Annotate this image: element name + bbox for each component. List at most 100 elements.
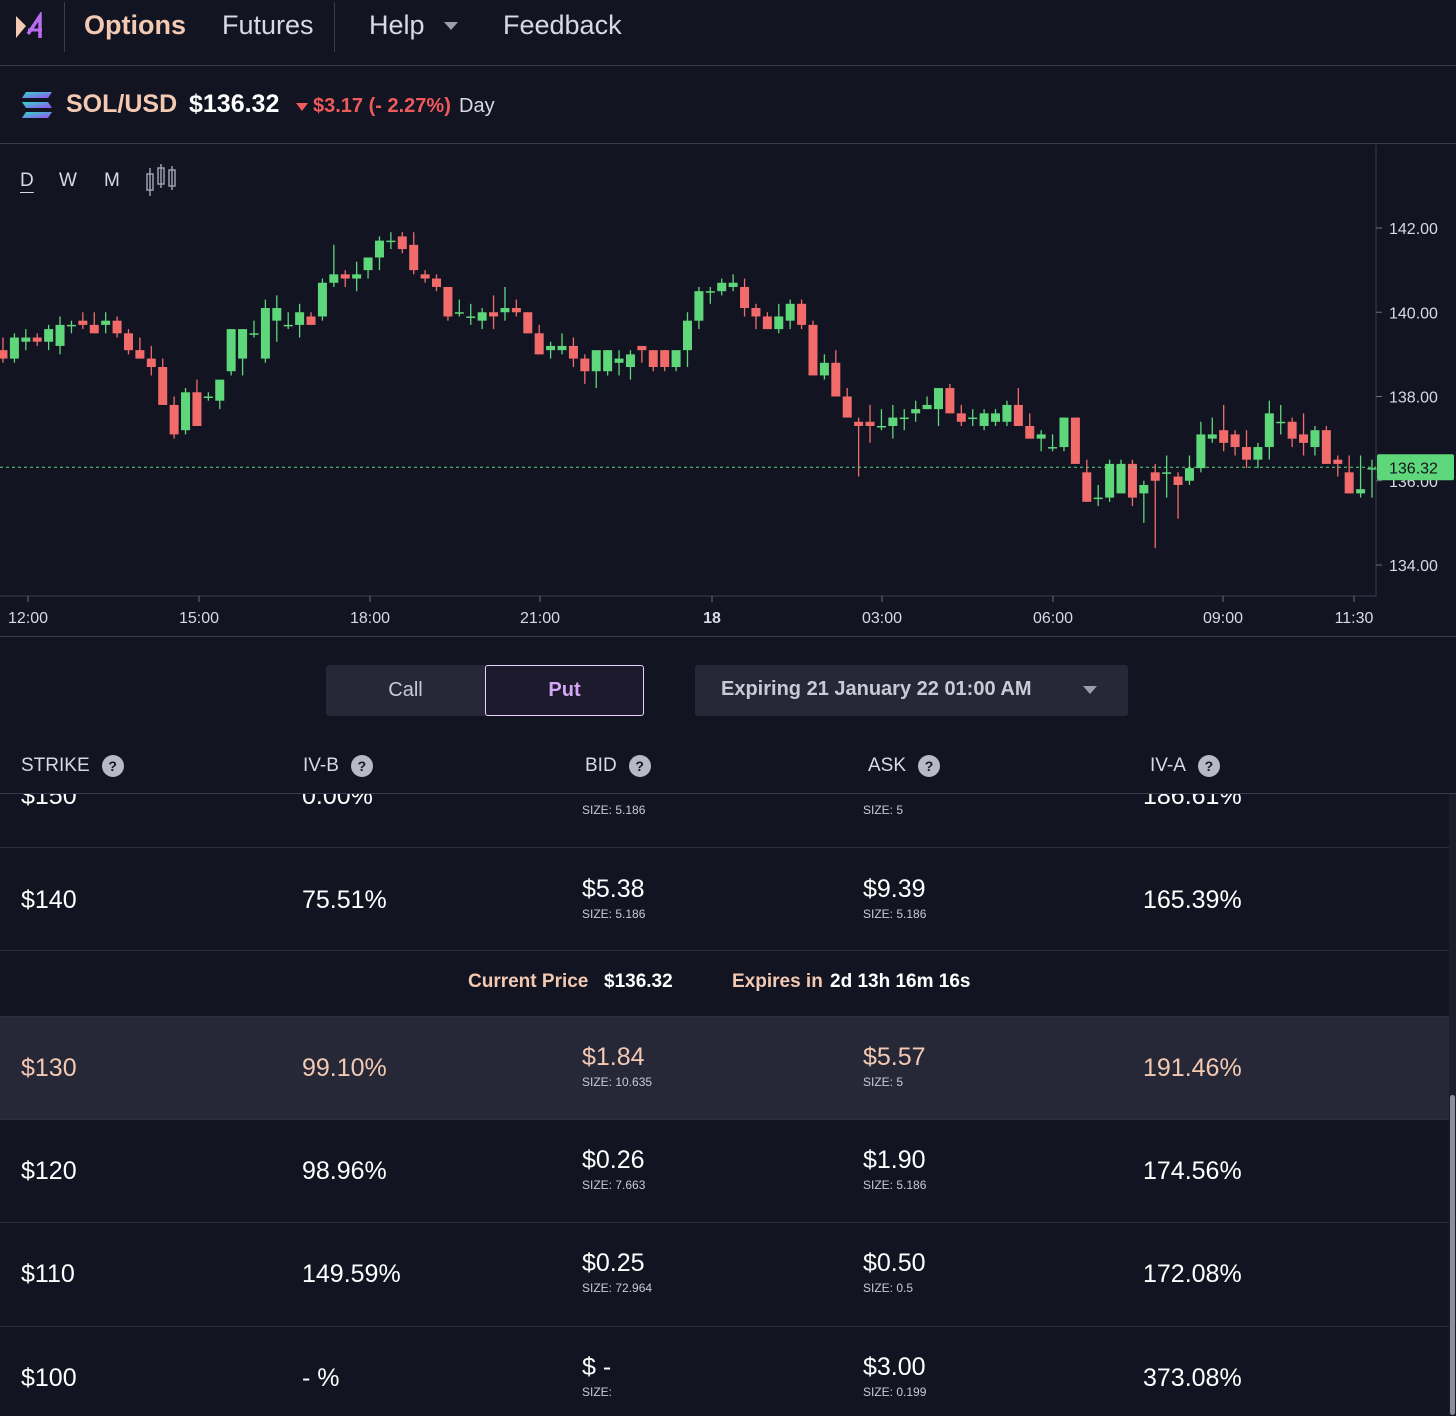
cell-ask[interactable]: $5.57 <box>863 1043 926 1071</box>
table-row[interactable]: $130 99.10% $1.84 SIZE: 10.635 $5.57 SIZ… <box>0 1017 1450 1120</box>
time-tick-label: 18:00 <box>350 610 390 627</box>
candlestick-icon[interactable] <box>143 162 179 198</box>
nav-futures[interactable]: Futures <box>222 10 314 40</box>
candle-body <box>112 320 122 334</box>
candle-body <box>728 282 738 287</box>
candle-body <box>420 274 430 279</box>
candle-body <box>854 421 864 426</box>
candle-body <box>44 329 54 342</box>
ticker-change: $3.17 (- 2.27%) <box>313 95 451 117</box>
candle-body <box>363 257 373 271</box>
cell-ask[interactable]: $0.50 <box>863 1249 926 1277</box>
candle-body <box>933 388 943 410</box>
nav-help[interactable]: Help <box>369 10 425 40</box>
top-nav: Options Futures Help Feedback <box>0 0 1456 66</box>
candle-body <box>500 308 510 313</box>
nav-options[interactable]: Options <box>84 10 186 40</box>
header-strike-label: STRIKE <box>21 755 90 776</box>
candle-body <box>1264 413 1274 448</box>
candle-body <box>1082 472 1092 502</box>
candle-body <box>454 312 464 314</box>
cell-bid[interactable]: $0.25 <box>582 1249 645 1277</box>
table-row[interactable]: $120 98.96% $0.26 SIZE: 7.663 $1.90 SIZE… <box>0 1120 1450 1223</box>
cell-strike: $140 <box>21 886 77 914</box>
candle-body <box>1196 434 1206 469</box>
candle-body <box>785 303 795 321</box>
cell-ask[interactable]: $1.90 <box>863 1146 926 1174</box>
candle-body <box>945 388 955 414</box>
candle-body <box>568 345 578 359</box>
put-tab[interactable]: Put <box>485 665 644 716</box>
cell-ask[interactable]: $9.39 <box>863 875 926 903</box>
table-header-divider <box>0 793 1456 794</box>
header-ask: ASK ? <box>868 755 941 777</box>
candle-body <box>968 417 978 420</box>
candle-body <box>135 350 145 359</box>
candle-body <box>249 333 259 335</box>
expiry-select[interactable]: Expiring 21 January 22 01:00 AM <box>695 665 1128 716</box>
candle-body <box>546 345 556 351</box>
price-chart-panel <box>0 145 1456 637</box>
cell-bid[interactable]: $0.26 <box>582 1146 645 1174</box>
cell-iva: 186.61% <box>1143 794 1242 810</box>
table-row[interactable]: $100 - % $ - SIZE: $3.00 SIZE: 0.199 373… <box>0 1327 1450 1416</box>
candle-body <box>1207 434 1217 439</box>
candle-body <box>181 392 191 431</box>
candle-body <box>295 312 305 325</box>
candle-body <box>9 337 19 359</box>
candle-body <box>101 320 111 325</box>
cell-bid-size: SIZE: 72.964 <box>582 1281 653 1295</box>
timeframe-month[interactable]: M <box>104 170 120 191</box>
table-scrollbar-thumb[interactable] <box>1450 1095 1455 1415</box>
nav-feedback[interactable]: Feedback <box>503 10 622 40</box>
candle-body <box>899 417 909 420</box>
current-price-badge-label: 136.32 <box>1389 460 1438 477</box>
timeframe-day[interactable]: D <box>20 170 34 191</box>
cell-ask[interactable]: $3.00 <box>863 1353 926 1381</box>
help-icon[interactable]: ? <box>350 755 373 777</box>
table-row[interactable]: $150 0.00% SIZE: 5.186 SIZE: 5 186.61% <box>0 794 1450 848</box>
timeframe-week[interactable]: W <box>59 170 77 191</box>
help-icon[interactable]: ? <box>101 755 124 777</box>
candle-body <box>876 425 886 428</box>
candle-body <box>1025 425 1035 439</box>
time-tick-label: 21:00 <box>520 610 560 627</box>
ticker-bar <box>0 66 1456 144</box>
candle-body <box>683 320 692 351</box>
candle-body <box>78 320 88 325</box>
cell-iva: 191.46% <box>1143 1054 1242 1082</box>
help-icon[interactable]: ? <box>628 755 651 777</box>
header-bid: BID ? <box>585 755 651 777</box>
candle-body <box>1036 434 1046 439</box>
chevron-down-icon[interactable] <box>444 22 458 30</box>
table-row[interactable]: $110 149.59% $0.25 SIZE: 72.964 $0.50 SI… <box>0 1223 1450 1327</box>
current-price-marker: 136.32 <box>0 454 1454 481</box>
candle-body <box>614 358 624 363</box>
candle-body <box>386 240 396 243</box>
candle-body <box>956 413 966 422</box>
cell-strike: $120 <box>21 1157 77 1185</box>
cell-bid[interactable]: $5.38 <box>582 875 645 903</box>
table-row[interactable]: $140 75.51% $5.38 SIZE: 5.186 $9.39 SIZE… <box>0 848 1450 951</box>
cell-strike: $130 <box>21 1054 77 1082</box>
candle-body <box>637 345 647 351</box>
candle-body <box>1150 472 1160 481</box>
chevron-down-icon <box>1083 686 1097 694</box>
help-icon[interactable]: ? <box>918 755 941 777</box>
candle-body <box>1287 421 1297 439</box>
candle-body <box>1344 472 1354 494</box>
cell-bid[interactable]: $ - <box>582 1353 612 1381</box>
cell-strike: $100 <box>21 1364 77 1392</box>
candle-body <box>671 350 681 368</box>
price-tick-label: 138.00 <box>1389 390 1438 407</box>
cell-bid[interactable]: $1.84 <box>582 1043 645 1071</box>
candle-body <box>523 312 533 334</box>
help-icon[interactable]: ? <box>1197 755 1220 777</box>
app-logo-icon[interactable] <box>14 12 48 42</box>
candle-body <box>1173 476 1183 485</box>
candle-body <box>808 324 818 376</box>
call-tab[interactable]: Call <box>388 679 423 701</box>
ticker-pair[interactable]: SOL/USD <box>66 90 178 118</box>
candle-body <box>352 274 362 279</box>
